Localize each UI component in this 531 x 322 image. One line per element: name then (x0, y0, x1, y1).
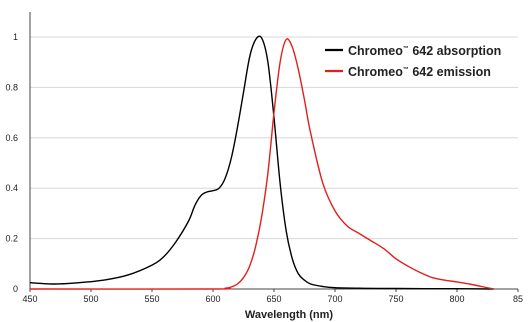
y-tick-label: 1 (13, 32, 18, 42)
y-tick-label: 0.2 (5, 234, 18, 244)
trademark-mark: ™ (403, 66, 409, 73)
x-tick-label: 450 (22, 294, 37, 304)
legend-label-absorption-name: Chromeo (348, 44, 403, 58)
y-tick-label: 0.8 (5, 82, 18, 92)
x-axis-title: Wavelength (nm) (245, 309, 334, 321)
trademark-mark: ™ (403, 45, 409, 52)
legend-label-emission-suffix: 642 emission (409, 65, 491, 79)
series-line-absorption (29, 35, 494, 290)
series-lines (29, 35, 494, 290)
legend-label-absorption-suffix: 642 absorption (409, 44, 501, 58)
grid (30, 36, 518, 240)
y-tick-label: 0.6 (5, 133, 18, 143)
x-tick-label: 500 (83, 294, 98, 304)
y-tick-labels: 0 0.2 0.4 0.6 0.8 1 (5, 32, 18, 294)
x-tick-labels: 450 500 550 600 650 700 750 800 85 (22, 294, 523, 304)
x-tick-label: 600 (205, 294, 220, 304)
x-tick-label: 800 (449, 294, 464, 304)
y-tick-label: 0 (13, 284, 18, 294)
x-tick-label: 750 (388, 294, 403, 304)
legend: Chromeo™ 642 absorption Chromeo™ 642 emi… (325, 44, 501, 79)
series-line-emission (29, 38, 494, 290)
x-tick-label: 650 (266, 294, 281, 304)
x-tick-label: 550 (144, 294, 159, 304)
x-tick-label: 85 (513, 294, 523, 304)
y-tick-label: 0.4 (5, 183, 18, 193)
x-tick-label: 700 (327, 294, 342, 304)
legend-label-absorption: Chromeo™ 642 absorption (348, 44, 501, 58)
legend-label-emission-name: Chromeo (348, 65, 403, 79)
legend-label-emission: Chromeo™ 642 emission (348, 65, 491, 79)
